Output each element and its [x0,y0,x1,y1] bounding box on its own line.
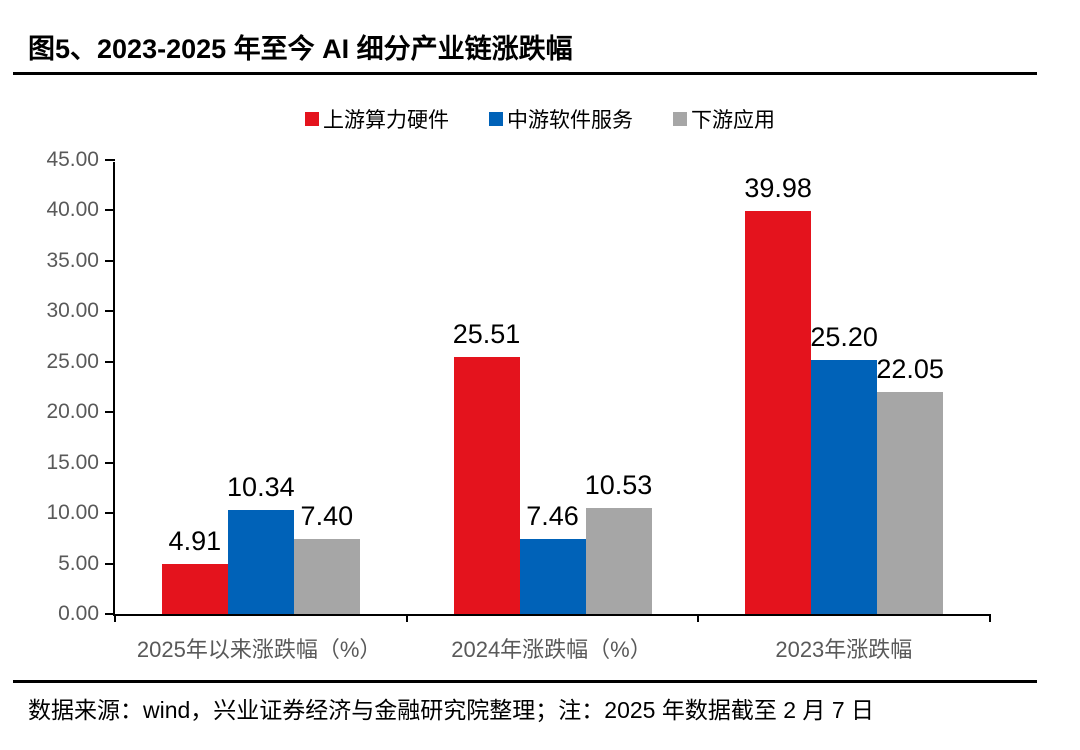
y-axis-label: 35.00 [46,248,99,272]
y-axis-label: 15.00 [46,450,99,474]
y-axis-label: 40.00 [46,198,99,222]
figure-title: 图5、2023-2025 年至今 AI 细分产业链涨跌幅 [28,34,573,64]
y-axis-tick [105,411,115,414]
legend-item-upstream: 上游算力硬件 [305,104,449,134]
bar-中游软件服务: 25.20 [810,322,878,614]
value-label: 10.34 [227,471,295,502]
footer-divider [13,680,1037,683]
bar-中游软件服务: 10.34 [227,472,295,614]
value-label: 25.20 [810,321,878,352]
x-axis-tick [697,614,700,622]
bar-group: 4.91 10.34 7.40 [115,472,407,614]
bar-上游算力硬件: 4.91 [161,526,228,614]
bar-groups: 4.91 10.34 7.40 25.51 7.46 10.53 39.98 25.20 22.… [115,162,990,614]
bar-下游应用: 22.05 [876,354,944,614]
x-axis-tick [989,614,991,622]
y-axis-label: 20.00 [46,400,99,424]
y-axis-tick [105,613,115,615]
x-axis-labels: 2025年以来涨跌幅（%） 2024年涨跌幅（%） 2023年涨跌幅 [113,632,990,664]
bar-group: 39.98 25.20 22.05 [698,173,990,614]
legend-label: 中游软件服务 [507,109,633,132]
x-axis-label: 2025年以来涨跌幅（%） [136,637,382,662]
source-note: 数据来源：wind，兴业证券经济与金融研究院整理；注：2025 年数据截至 2 … [28,697,875,723]
x-axis-tick [405,614,408,622]
x-axis-label: 2023年涨跌幅 [775,637,913,662]
value-label: 39.98 [744,172,812,203]
legend-swatch-blue [489,112,503,126]
value-label: 25.51 [452,318,521,349]
chart-legend: 上游算力硬件 中游软件服务 下游应用 [0,104,1080,134]
y-axis-label: 25.00 [46,349,99,373]
value-label: 22.05 [876,353,944,384]
legend-swatch-gray [673,112,687,126]
y-axis-tick [105,209,115,212]
value-label: 7.40 [300,501,354,532]
legend-item-midstream: 中游软件服务 [489,104,633,134]
y-axis-label: 0.00 [58,602,99,625]
y-axis-label: 10.00 [46,501,99,525]
value-label: 4.91 [168,526,222,557]
bar-下游应用: 10.53 [585,470,652,614]
y-axis-tick [105,512,115,515]
y-axis-label: 45.00 [46,148,99,171]
legend-item-downstream: 下游应用 [673,104,775,134]
bar-下游应用: 7.40 [293,501,360,614]
legend-label: 下游应用 [691,109,775,132]
legend-swatch-red [305,112,319,126]
title-divider [13,72,1037,75]
bar-上游算力硬件: 25.51 [453,319,520,614]
x-axis-tick [114,614,116,622]
bar-中游软件服务: 7.46 [519,501,586,614]
y-axis-tick [105,259,115,262]
bar-group: 25.51 7.46 10.53 [407,319,699,614]
value-label: 7.46 [526,500,579,531]
y-axis-tick [105,310,115,313]
legend-label: 上游算力硬件 [323,109,449,132]
y-axis-tick [105,562,115,565]
y-axis-tick [105,360,115,363]
y-axis-tick [105,159,115,161]
y-axis-label: 5.00 [58,551,99,575]
x-axis-label: 2024年涨跌幅（%） [451,637,652,662]
plot-area: 4.91 10.34 7.40 25.51 7.46 10.53 39.98 25.20 22.… [46,148,991,625]
y-axis-tick [105,461,115,464]
y-axis-label: 30.00 [46,299,99,323]
value-label: 10.53 [584,469,653,500]
bar-上游算力硬件: 39.98 [744,173,812,614]
